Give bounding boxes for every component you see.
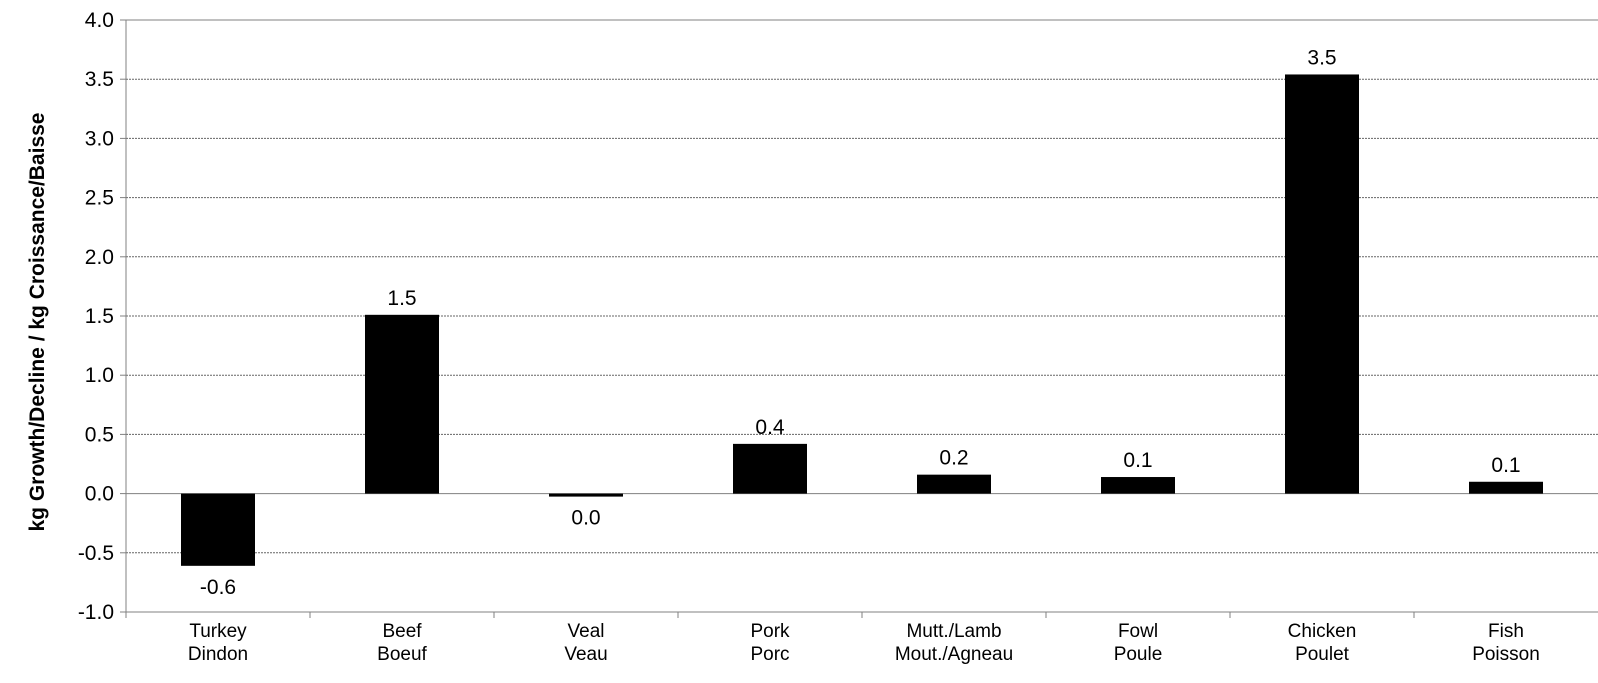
labels: -1.0 -0.5 0.0 0.5 1.0 1.5 2.0 2.5 3.0 3.5 4.0 Turke… [78,9,1540,665]
y-tick-label: 2.0 [85,246,114,269]
y-tick-label: 3.0 [85,127,114,150]
bar [917,474,991,494]
x-category-label: Mout./Agneau [895,644,1013,665]
y-tick-label: 1.5 [85,305,114,328]
gridlines [126,78,1598,554]
x-category-label: Dindon [188,644,248,665]
bars [181,74,1543,566]
x-category-label: Turkey [189,621,247,642]
bar [1469,481,1543,494]
x-category-label: Veal [568,621,605,642]
x-category-label: Veau [564,644,607,665]
x-category-label: Poulet [1295,644,1350,665]
x-category-label: Fish [1488,621,1524,642]
bar [181,493,255,566]
x-category-label: Poisson [1472,644,1540,665]
data-label: 0.1 [1491,454,1520,477]
bar [733,443,807,494]
x-category-label: Poule [1114,644,1163,665]
x-category-label: Fowl [1118,621,1158,642]
x-category-label: Pork [750,621,790,642]
bar [1285,74,1359,494]
y-tick-label: 3.5 [85,68,114,91]
x-category-label: Chicken [1288,621,1357,642]
data-label: 0.0 [571,507,600,530]
x-category-label: Porc [750,644,789,665]
data-label: 3.5 [1307,46,1336,69]
bar [365,314,439,494]
x-category-label: Beef [382,621,422,642]
y-tick-label: 1.0 [85,364,114,387]
y-tick-label: 4.0 [85,9,114,32]
bar [1101,477,1175,494]
data-label: 1.5 [387,287,416,310]
data-label: -0.6 [200,576,236,599]
data-label: 0.2 [939,447,968,470]
x-category-label: Boeuf [377,644,427,665]
y-tick-label: -1.0 [78,601,114,624]
axes [120,19,1598,618]
y-tick-label: 0.5 [85,423,114,446]
x-category-label: Mutt./Lamb [906,621,1001,642]
data-label: 0.1 [1123,449,1152,472]
bar [549,493,623,497]
y-tick-label: 0.0 [85,483,114,506]
y-tick-label: -0.5 [78,542,114,565]
y-axis-title: kg Growth/Decline / kg Croissance/Baisse [26,113,49,532]
data-label: 0.4 [755,416,785,439]
y-tick-label: 2.5 [85,187,114,210]
